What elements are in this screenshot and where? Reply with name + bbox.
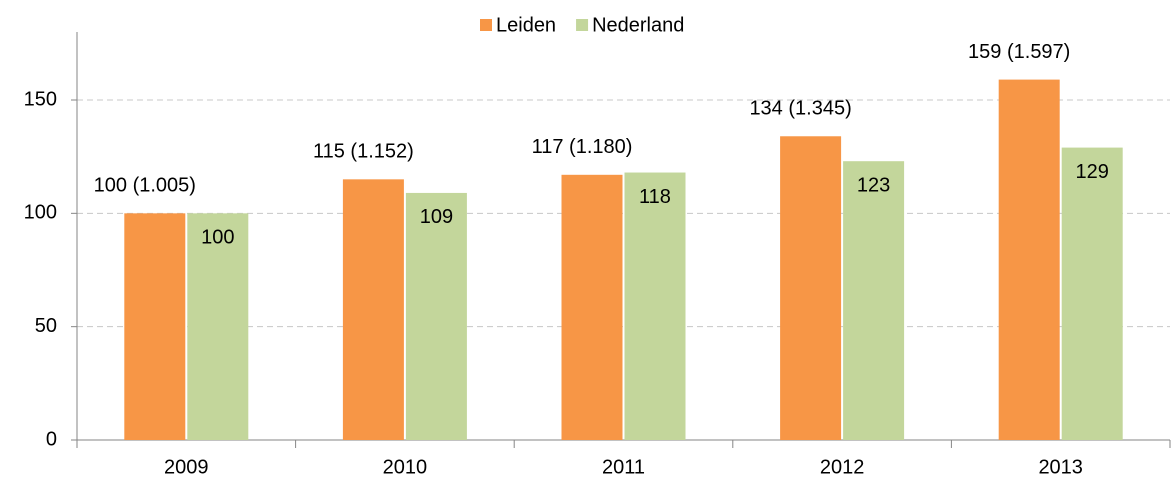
x-tick-label: 2010 — [383, 456, 428, 478]
y-tick-label: 100 — [24, 202, 57, 224]
bar — [780, 136, 842, 440]
legend-swatch — [480, 19, 492, 31]
value-label: 115 (1.152) — [313, 141, 414, 163]
value-label: 129 — [1076, 161, 1109, 183]
bar — [1061, 147, 1123, 440]
bar — [561, 174, 623, 441]
value-label: 100 (1.005) — [94, 175, 196, 197]
legend-label: Nederland — [592, 14, 684, 36]
value-label: 100 — [201, 227, 234, 249]
value-label: 109 — [420, 206, 453, 228]
y-tick-label: 150 — [24, 88, 57, 110]
bar — [405, 192, 467, 440]
x-tick-label: 2011 — [602, 456, 645, 478]
legend-label: Leiden — [496, 14, 556, 36]
x-tick-label: 2013 — [1038, 456, 1083, 478]
value-label: 117 (1.180) — [532, 136, 633, 158]
value-label: 118 — [639, 186, 671, 208]
x-tick-label: 2009 — [164, 456, 209, 478]
bar — [124, 213, 186, 440]
legend-swatch — [576, 19, 589, 31]
y-tick-label: 50 — [35, 315, 57, 337]
bar — [843, 161, 905, 440]
value-label: 134 (1.345) — [749, 98, 851, 120]
bar — [342, 179, 404, 441]
bar — [187, 213, 249, 440]
x-tick-label: 2012 — [820, 456, 865, 478]
bar — [624, 172, 686, 441]
y-tick-label: 0 — [46, 428, 57, 450]
bar — [998, 79, 1060, 440]
value-label: 123 — [857, 174, 890, 196]
value-label: 159 (1.597) — [968, 41, 1070, 63]
